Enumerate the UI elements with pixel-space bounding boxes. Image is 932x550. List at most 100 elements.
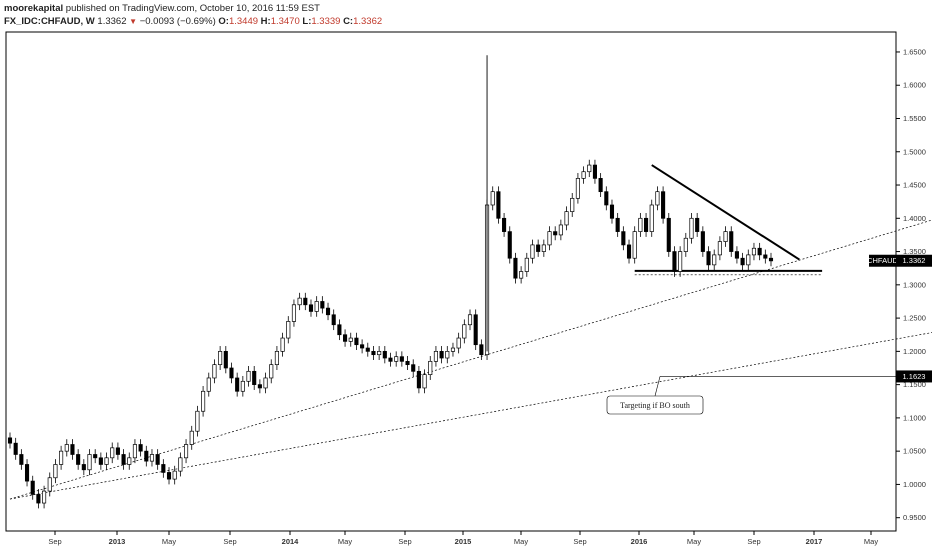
candle-body-39	[229, 367, 234, 379]
candle-body-21	[127, 457, 132, 465]
candle-body-129	[740, 257, 745, 266]
candle-body-85	[490, 191, 495, 206]
candle-body-122	[700, 231, 705, 252]
candle-body-20	[121, 454, 126, 465]
candle-body-66	[382, 351, 387, 359]
candle-body-91	[524, 257, 529, 272]
candle-body-113	[649, 204, 654, 232]
candle-body-10	[64, 444, 69, 452]
candle-body-124	[712, 254, 717, 266]
candle-body-22	[132, 444, 137, 459]
candle-body-31	[183, 444, 189, 459]
candle-body-40	[235, 377, 240, 392]
symbol-line: FX_IDC:CHFAUD, W 1.3362 ▼ −0.0093 (−0.69…	[4, 15, 382, 28]
symbol-tag: CHFAUD	[867, 256, 898, 265]
x-tick-label-1: 2013	[109, 537, 126, 546]
candle-body-49	[286, 321, 291, 339]
author-name[interactable]: moorekapital	[4, 3, 64, 14]
x-tick-label-2: May	[162, 537, 176, 546]
candle-body-59	[343, 334, 348, 342]
x-tick-label-4: 2014	[282, 537, 300, 546]
candle-body-64	[371, 351, 376, 356]
target-tag-box	[896, 370, 932, 383]
candle-body-34	[201, 390, 206, 412]
x-tick-label-10: 2016	[631, 537, 648, 546]
candle-body-67	[388, 357, 393, 362]
candle-body-65	[377, 351, 382, 356]
candle-body-130	[746, 254, 751, 266]
candle-body-3	[24, 464, 30, 482]
candle-body-99	[570, 197, 575, 212]
price-tags: CHFAUD 1.3362 1.1623	[867, 254, 932, 383]
x-tick-label-12: Sep	[747, 537, 760, 546]
candle-body-93	[536, 244, 541, 252]
y-axis: 1.6500 1.6000 1.5500 1.5000 1.4500 1.4000 1.35…	[896, 47, 926, 522]
y-tick-label-5: 1.4000	[903, 214, 926, 223]
candle-body-23	[138, 444, 143, 452]
candle-body-98	[564, 211, 569, 226]
candle-body-45	[263, 377, 268, 389]
close-label: C:	[343, 16, 354, 27]
candle-body-134	[768, 257, 774, 262]
publish-line: moorekapital published on TradingView.co…	[4, 2, 382, 15]
candle-body-69	[399, 356, 404, 362]
y-tick-label-7: 1.3000	[903, 280, 926, 289]
candle-body-97	[558, 224, 563, 236]
x-tick-label-6: Sep	[398, 537, 411, 546]
candle-body-63	[365, 347, 370, 352]
candle-body-112	[644, 217, 649, 232]
candle-body-54	[314, 301, 319, 312]
candle-body-30	[178, 457, 183, 472]
candle-body-128	[734, 251, 739, 259]
plot-area[interactable]	[5, 31, 897, 532]
candle-body-126	[723, 231, 728, 242]
candle-body-37	[218, 351, 223, 366]
y-tick-label-3: 1.5000	[903, 147, 926, 156]
y-tick-label-14: 0.9500	[903, 513, 926, 522]
candle-body-133	[763, 254, 768, 259]
symbol-label[interactable]: FX_IDC:CHFAUD, W	[4, 16, 95, 27]
y-tick-label-1: 1.6000	[903, 81, 926, 90]
candle-body-105	[604, 191, 609, 206]
candle-body-92	[530, 244, 535, 259]
candle-body-90	[519, 271, 524, 279]
price-tag-value: 1.3362	[903, 256, 926, 265]
trendline-2	[651, 164, 800, 261]
price-change: −0.0093 (−0.69%)	[139, 16, 216, 27]
candle-body-102	[587, 164, 592, 173]
candle-body-80	[462, 324, 467, 339]
candle-body-8	[53, 464, 58, 479]
candle-body-73	[422, 374, 427, 389]
candle-body-86	[496, 191, 501, 219]
candle-body-14	[87, 454, 92, 471]
candle-body-116	[666, 217, 671, 252]
candle-body-15	[93, 454, 98, 459]
x-tick-label-7: 2015	[455, 537, 472, 546]
y-tick-label-0: 1.6500	[903, 47, 926, 56]
candle-body-0	[7, 437, 13, 444]
candle-body-2	[19, 454, 24, 465]
x-tick-label-0: Sep	[48, 537, 61, 546]
candle-body-42	[246, 370, 251, 382]
candle-body-29	[172, 470, 177, 480]
y-tick-label-13: 1.0000	[903, 480, 926, 489]
symbol-tag-box	[869, 254, 896, 267]
candle-body-52	[303, 297, 308, 306]
x-tick-label-8: May	[514, 537, 528, 546]
x-tick-label-11: May	[687, 537, 701, 546]
candle-body-41	[240, 380, 245, 392]
publish-info: published on TradingView.com, October 10…	[65, 3, 320, 14]
candle-body-78	[450, 347, 456, 352]
open-label: O:	[218, 16, 229, 27]
candle-body-11	[70, 444, 75, 455]
candle-body-38	[223, 351, 228, 369]
candle-body-81	[467, 314, 473, 326]
candle-body-89	[513, 257, 518, 279]
candle-body-5	[36, 494, 41, 504]
x-tick-label-14: May	[864, 537, 878, 546]
candle-body-50	[291, 304, 297, 322]
candle-body-18	[110, 447, 115, 459]
open-value: 1.3449	[228, 16, 259, 27]
candle-body-33	[195, 410, 200, 432]
